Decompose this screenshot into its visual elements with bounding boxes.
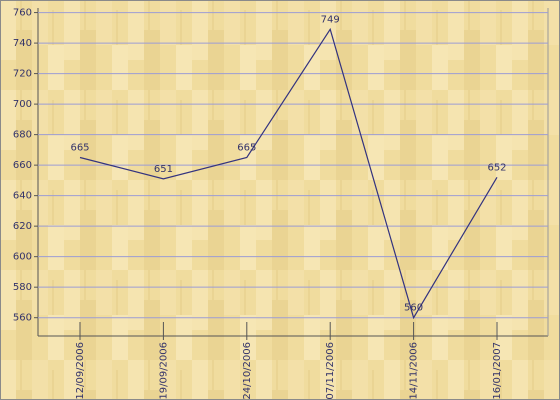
y-tick-label: 560: [13, 313, 32, 324]
data-label: 665: [70, 143, 89, 154]
data-label: 560: [404, 303, 423, 314]
y-tick-label: 640: [13, 191, 32, 202]
y-tick-label: 760: [13, 8, 32, 19]
y-tick-label: 740: [13, 38, 32, 49]
x-tick-label: 19/09/2006: [158, 342, 169, 400]
y-tick-label: 580: [13, 282, 32, 293]
x-tick-label: 16/01/2007: [492, 342, 503, 400]
x-tick-label: 14/11/2006: [409, 342, 420, 400]
x-tick-label: 24/10/2006: [242, 342, 253, 400]
data-label: 651: [154, 164, 173, 175]
y-tick-label: 600: [13, 252, 32, 263]
y-tick-label: 720: [13, 69, 32, 80]
data-label: 749: [321, 14, 340, 25]
data-label: 665: [237, 143, 256, 154]
data-line: [79, 27, 498, 320]
data-label: 652: [487, 162, 506, 173]
x-tick-label: 07/11/2006: [325, 342, 336, 400]
x-tick-label: 12/09/2006: [75, 342, 86, 400]
y-tick-label: 620: [13, 221, 32, 232]
y-tick-label: 680: [13, 130, 32, 141]
y-tick-label: 660: [13, 160, 32, 171]
y-tick-label: 700: [13, 99, 32, 110]
